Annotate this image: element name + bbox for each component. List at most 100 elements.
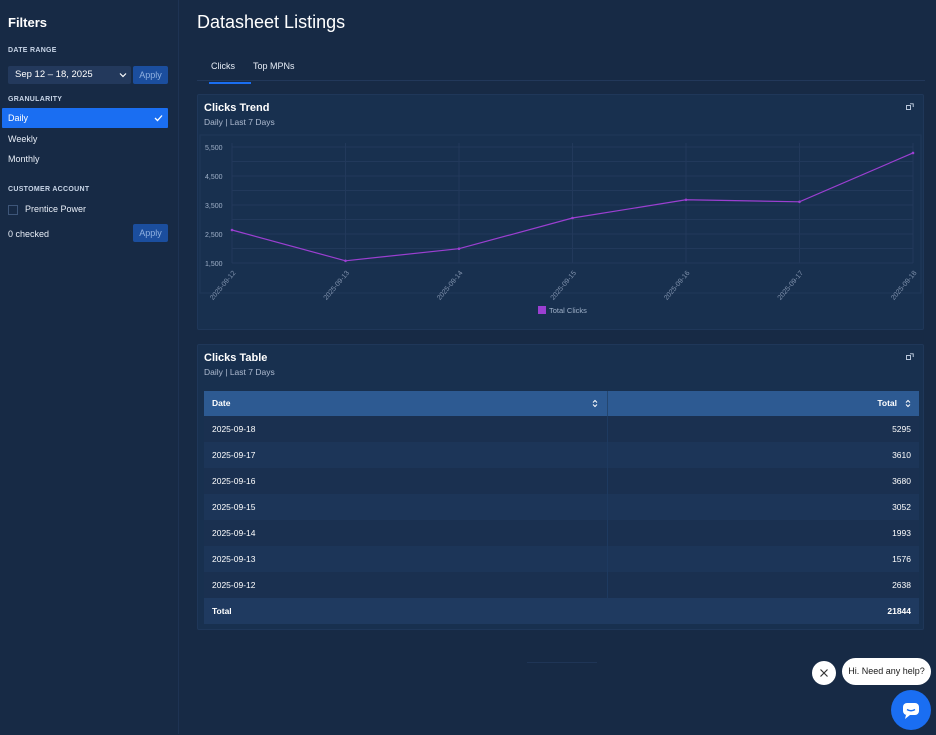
tab-top-mpns[interactable]: Top MPNs — [253, 61, 295, 71]
clicks-table-card: Clicks Table Daily | Last 7 Days Date To… — [197, 344, 924, 630]
checked-count: 0 checked — [8, 229, 50, 239]
filters-title: Filters — [8, 15, 48, 30]
total-value: 21844 — [887, 606, 911, 616]
row-divider — [607, 442, 608, 468]
cell-date: 2025-09-15 — [212, 502, 256, 512]
date-range-label: DATE RANGE — [8, 47, 57, 54]
granularity-option-daily[interactable]: Daily — [2, 108, 168, 128]
x-tick-label: 2025-09-17 — [777, 270, 805, 302]
prentice-power-label[interactable]: Prentice Power — [25, 204, 87, 214]
row-divider — [607, 520, 608, 546]
granularity-option-monthly[interactable]: Monthly — [0, 149, 168, 169]
tab-clicks[interactable]: Clicks — [209, 61, 251, 84]
trend-card-subtitle: Daily | Last 7 Days — [204, 117, 275, 127]
table-row: 2025-09-14 1993 — [204, 520, 919, 546]
table-header: Date Total — [204, 391, 919, 416]
x-tick-label: 2025-09-13 — [323, 270, 351, 302]
trend-card-title: Clicks Trend — [204, 102, 270, 114]
data-point — [798, 200, 801, 204]
row-divider — [607, 494, 608, 520]
y-tick-label: 1,500 — [205, 261, 223, 268]
filters-sidebar: Filters DATE RANGE Sep 12 – 18, 2025 App… — [0, 0, 179, 734]
tab-label: Top MPNs — [253, 61, 295, 71]
active-tab-indicator — [209, 82, 251, 84]
cell-date: 2025-09-13 — [212, 554, 256, 564]
date-apply-button[interactable]: Apply — [133, 66, 168, 84]
cell-date: 2025-09-18 — [212, 424, 256, 434]
cell-total: 3680 — [892, 476, 911, 486]
cell-total: 1993 — [892, 528, 911, 538]
granularity-option-weekly[interactable]: Weekly — [0, 129, 168, 149]
x-tick-label: 2025-09-16 — [663, 270, 691, 302]
divider — [527, 662, 597, 663]
data-point — [457, 247, 461, 251]
sort-icon[interactable] — [905, 399, 911, 408]
prentice-power-checkbox[interactable] — [8, 205, 18, 215]
table-card-subtitle: Daily | Last 7 Days — [204, 367, 275, 377]
expand-icon[interactable] — [906, 353, 914, 361]
expand-icon[interactable] — [906, 103, 914, 111]
chat-icon — [903, 703, 919, 719]
x-tick-label: 2025-09-15 — [550, 270, 578, 302]
total-label: Total — [212, 606, 232, 616]
x-tick-label: 2025-09-18 — [890, 270, 918, 302]
tab-label: Clicks — [211, 61, 235, 71]
y-tick-label: 4,500 — [205, 174, 223, 181]
granularity-label: GRANULARITY — [8, 96, 63, 103]
cell-date: 2025-09-12 — [212, 580, 256, 590]
page-title: Datasheet Listings — [197, 12, 346, 32]
tab-divider — [197, 80, 925, 81]
chevron-down-icon — [119, 66, 127, 90]
row-divider — [607, 546, 608, 572]
table-row: 2025-09-17 3610 — [204, 442, 919, 468]
table-row: 2025-09-16 3680 — [204, 468, 919, 494]
cell-total: 5295 — [892, 424, 911, 434]
account-apply-button[interactable]: Apply — [133, 224, 168, 242]
date-range-value: Sep 12 – 18, 2025 — [15, 69, 93, 80]
sort-icon[interactable] — [592, 399, 598, 408]
chat-greeting-bubble[interactable]: Hi. Need any help? — [842, 658, 931, 685]
cell-total: 1576 — [892, 554, 911, 564]
data-point — [230, 228, 234, 232]
y-tick-label: 3,500 — [205, 203, 223, 210]
table-row: 2025-09-15 3052 — [204, 494, 919, 520]
table-card-title: Clicks Table — [204, 352, 268, 364]
data-point — [344, 259, 347, 263]
cell-date: 2025-09-16 — [212, 476, 256, 486]
checkmark-icon — [154, 108, 163, 136]
table-row: 2025-09-13 1576 — [204, 546, 919, 572]
legend-swatch — [538, 306, 546, 314]
table-row: 2025-09-12 2638 — [204, 572, 919, 598]
cell-date: 2025-09-17 — [212, 450, 256, 460]
close-icon — [820, 669, 828, 677]
data-point — [684, 198, 688, 202]
clicks-trend-chart: 5,500 4,500 3,500 2,500 1,500 2025-09-12 2025-… — [199, 134, 922, 315]
granularity-option-label: Daily — [8, 113, 29, 123]
cell-total: 3610 — [892, 450, 911, 460]
plot-area-border — [199, 134, 922, 294]
cell-total: 3052 — [892, 502, 911, 512]
x-tick-label: 2025-09-14 — [436, 270, 464, 302]
date-range-select[interactable]: Sep 12 – 18, 2025 — [8, 66, 131, 84]
data-point — [571, 216, 574, 220]
customer-account-label: CUSTOMER ACCOUNT — [8, 186, 90, 193]
column-header-total[interactable]: Total — [877, 398, 897, 408]
close-chat-button[interactable] — [812, 661, 836, 685]
clicks-trend-card: Clicks Trend Daily | Last 7 Days 5,500 4,… — [197, 94, 924, 330]
row-divider — [607, 468, 608, 494]
cell-total: 2638 — [892, 580, 911, 590]
column-header-date[interactable]: Date — [212, 398, 231, 408]
table-total-row: Total 21844 — [204, 598, 919, 624]
y-tick-label: 5,500 — [205, 145, 223, 152]
granularity-option-label: Weekly — [8, 134, 38, 144]
cell-date: 2025-09-14 — [212, 528, 256, 538]
row-divider — [607, 416, 608, 442]
row-divider — [607, 572, 608, 598]
chat-launcher-button[interactable] — [891, 690, 931, 730]
main-content: Datasheet Listings Clicks Top MPNs Click… — [179, 0, 936, 734]
y-tick-label: 2,500 — [205, 232, 223, 239]
x-tick-label: 2025-09-12 — [209, 270, 237, 302]
legend-label: Total Clicks — [549, 306, 587, 315]
column-divider[interactable] — [607, 391, 608, 416]
clicks-table: Date Total 2025-09-18 5295 2025-09-17 — [204, 391, 919, 624]
